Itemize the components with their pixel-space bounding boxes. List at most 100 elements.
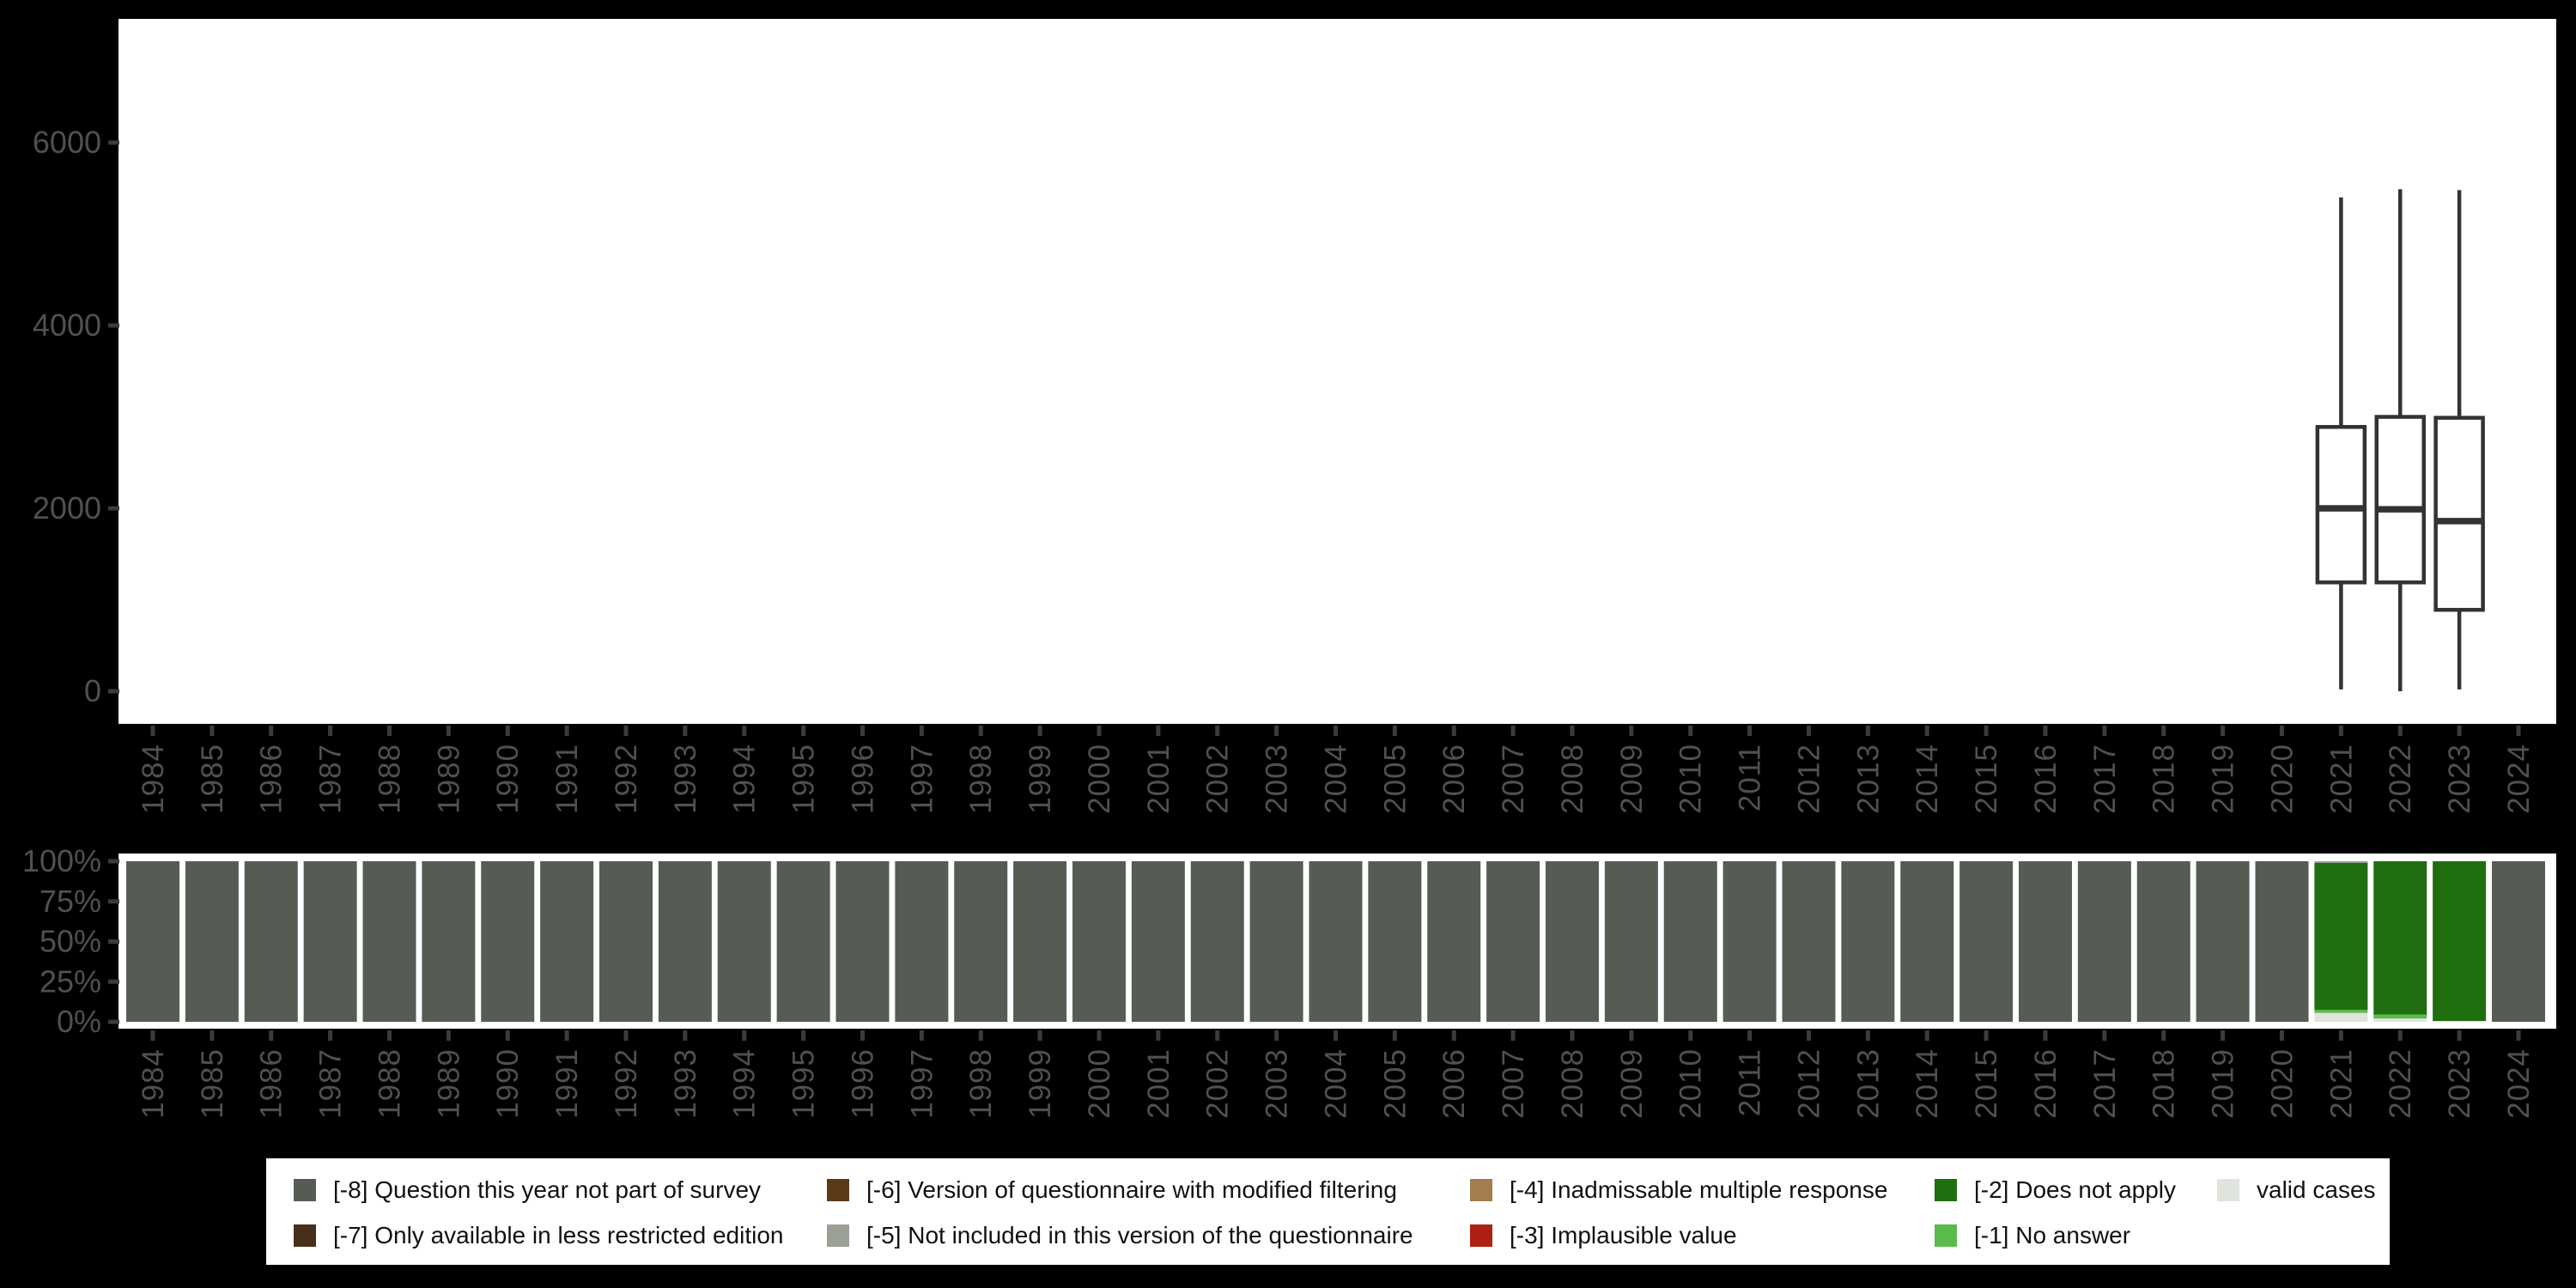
legend-label--7: [-7] Only available in less restricted e…: [333, 1222, 784, 1249]
x-axis-tick-label: 1991: [550, 744, 584, 814]
legend-label-valid: valid cases: [2257, 1176, 2376, 1203]
x-axis-tick-label: 2020: [2265, 1048, 2299, 1119]
legend-item--3: [-3] Implausible value: [1470, 1219, 1737, 1252]
x-axis-tick-label: 2010: [1674, 1048, 1708, 1119]
x-axis-tick-label: 2006: [1437, 744, 1471, 814]
legend-item--8: [-8] Question this year not part of surv…: [294, 1174, 761, 1206]
x-axis-tick-label: 1989: [432, 1048, 465, 1119]
x-axis-tick-label: 2013: [1851, 744, 1885, 814]
y-axis-tick-label: 2000: [33, 490, 101, 526]
legend-item--7: [-7] Only available in less restricted e…: [294, 1219, 783, 1252]
x-axis-tick-label: 2003: [1261, 1048, 1294, 1119]
legend-label--4: [-4] Inadmissable multiple response: [1510, 1176, 1888, 1203]
x-axis-tick-label: 1998: [964, 744, 998, 814]
x-axis-tick-label: 2018: [2148, 1048, 2181, 1119]
legend-swatch-valid: [2217, 1179, 2239, 1201]
legend-item--1: [-1] No answer: [1935, 1219, 2130, 1252]
legend-label--8: [-8] Question this year not part of surv…: [333, 1176, 762, 1203]
x-axis-tick-label: 1995: [787, 1048, 821, 1119]
x-axis-tick-label: 1999: [1024, 744, 1057, 814]
x-axis-tick-label: 2004: [1319, 744, 1352, 814]
x-axis-tick-label: 1993: [669, 1048, 702, 1119]
legend-swatch--4: [1470, 1179, 1492, 1201]
legend-label--1: [-1] No answer: [1974, 1222, 2131, 1249]
legend-label--2: [-2] Does not apply: [1974, 1176, 2177, 1203]
x-axis-tick-label: 2012: [1792, 744, 1826, 814]
x-axis-tick-label: 2020: [2265, 744, 2299, 814]
x-axis-tick-label: 1986: [255, 744, 289, 814]
x-axis-tick-label: 2005: [1378, 744, 1412, 814]
x-axis-tick-label: 1998: [964, 1048, 998, 1119]
legend-item--5: [-5] Not included in this version of the…: [827, 1219, 1413, 1252]
x-axis-tick-label: 2004: [1319, 1048, 1352, 1119]
x-axis-tick-label: 2019: [2207, 1048, 2240, 1119]
x-axis-tick-label: 2001: [1142, 1048, 1176, 1119]
y-axis-tick-label: 6000: [33, 125, 101, 160]
legend-swatch--7: [294, 1224, 316, 1247]
x-axis-tick-label: 2011: [1734, 744, 1767, 811]
x-axis-tick-label: 2023: [2443, 744, 2476, 814]
x-axis-tick-label: 1994: [728, 1048, 762, 1119]
x-axis-tick-label: 2022: [2384, 744, 2417, 814]
legend-swatch--2: [1935, 1179, 1957, 1201]
stacked-bar-panel: [118, 854, 2556, 1029]
x-axis-tick-label: 1984: [137, 744, 170, 814]
y-axis-tick-label: 4000: [33, 307, 101, 343]
x-axis-tick-label: 2009: [1615, 1048, 1649, 1119]
legend-label--6: [-6] Version of questionnaire with modif…: [866, 1176, 1397, 1203]
legend-swatch--5: [827, 1224, 849, 1247]
x-axis-tick-label: 1989: [432, 744, 465, 814]
legend-label--3: [-3] Implausible value: [1510, 1222, 1737, 1249]
x-axis-tick-label: 2008: [1556, 744, 1589, 814]
x-axis-tick-label: 1986: [255, 1048, 289, 1119]
x-axis-tick-label: 2009: [1615, 744, 1649, 814]
x-axis-tick-label: 1999: [1024, 1048, 1057, 1119]
x-axis-tick-label: 2022: [2384, 1048, 2417, 1119]
x-axis-tick-label: 1985: [196, 1048, 229, 1119]
legend-swatch--3: [1470, 1224, 1492, 1247]
x-axis-tick-label: 2016: [2029, 1048, 2063, 1119]
x-axis-tick-label: 1992: [610, 1048, 643, 1119]
x-axis-tick-label: 2018: [2148, 744, 2181, 814]
x-axis-tick-label: 2017: [2088, 1048, 2122, 1119]
x-axis-tick-label: 2003: [1261, 744, 1294, 814]
x-axis-tick-label: 1987: [314, 1048, 348, 1119]
x-axis-tick-label: 2011: [1734, 1048, 1767, 1116]
x-axis-tick-label: 2016: [2029, 744, 2063, 814]
legend-box: [-8] Question this year not part of surv…: [266, 1158, 2390, 1265]
legend-item--2: [-2] Does not apply: [1935, 1174, 2176, 1206]
x-axis-tick-label: 2000: [1083, 744, 1116, 814]
x-axis-tick-label: 1994: [728, 744, 762, 814]
legend-item--6: [-6] Version of questionnaire with modif…: [827, 1174, 1397, 1206]
y-axis-tick-label: 0%: [57, 1004, 101, 1039]
x-axis-tick-label: 2015: [1970, 1048, 2003, 1119]
y-axis-tick-label: 50%: [39, 924, 101, 959]
x-axis-tick-label: 1996: [846, 744, 879, 814]
y-axis-tick-label: 0: [84, 673, 101, 708]
x-axis-tick-label: 2014: [1911, 1048, 1944, 1119]
legend-label--5: [-5] Not included in this version of the…: [866, 1222, 1413, 1249]
x-axis-tick-label: 2006: [1437, 1048, 1471, 1119]
x-axis-tick-label: 1993: [669, 744, 702, 814]
y-axis-tick-label: 100%: [22, 843, 101, 878]
x-axis-tick-label: 1997: [905, 1048, 939, 1119]
y-axis-tick-label: 75%: [39, 884, 101, 919]
x-axis-tick-label: 1996: [846, 1048, 879, 1119]
x-axis-tick-label: 2023: [2443, 1048, 2476, 1119]
x-axis-tick-label: 2013: [1851, 1048, 1885, 1119]
x-axis-tick-label: 1997: [905, 744, 939, 814]
x-axis-tick-label: 2000: [1083, 1048, 1116, 1119]
x-axis-tick-label: 1985: [196, 744, 229, 814]
x-axis-tick-label: 1988: [373, 1048, 406, 1119]
x-axis-tick-label: 2001: [1142, 744, 1176, 814]
x-axis-tick-label: 1991: [550, 1048, 584, 1119]
x-axis-tick-label: 2015: [1970, 744, 2003, 814]
x-axis-tick-label: 2019: [2207, 744, 2240, 814]
x-axis-tick-label: 2002: [1201, 744, 1235, 814]
x-axis-tick-label: 2007: [1497, 744, 1530, 814]
x-axis-tick-label: 2012: [1792, 1048, 1826, 1119]
legend-item--4: [-4] Inadmissable multiple response: [1470, 1174, 1887, 1206]
x-axis-tick-label: 2021: [2324, 1048, 2358, 1119]
x-axis-tick-label: 2007: [1497, 1048, 1530, 1119]
